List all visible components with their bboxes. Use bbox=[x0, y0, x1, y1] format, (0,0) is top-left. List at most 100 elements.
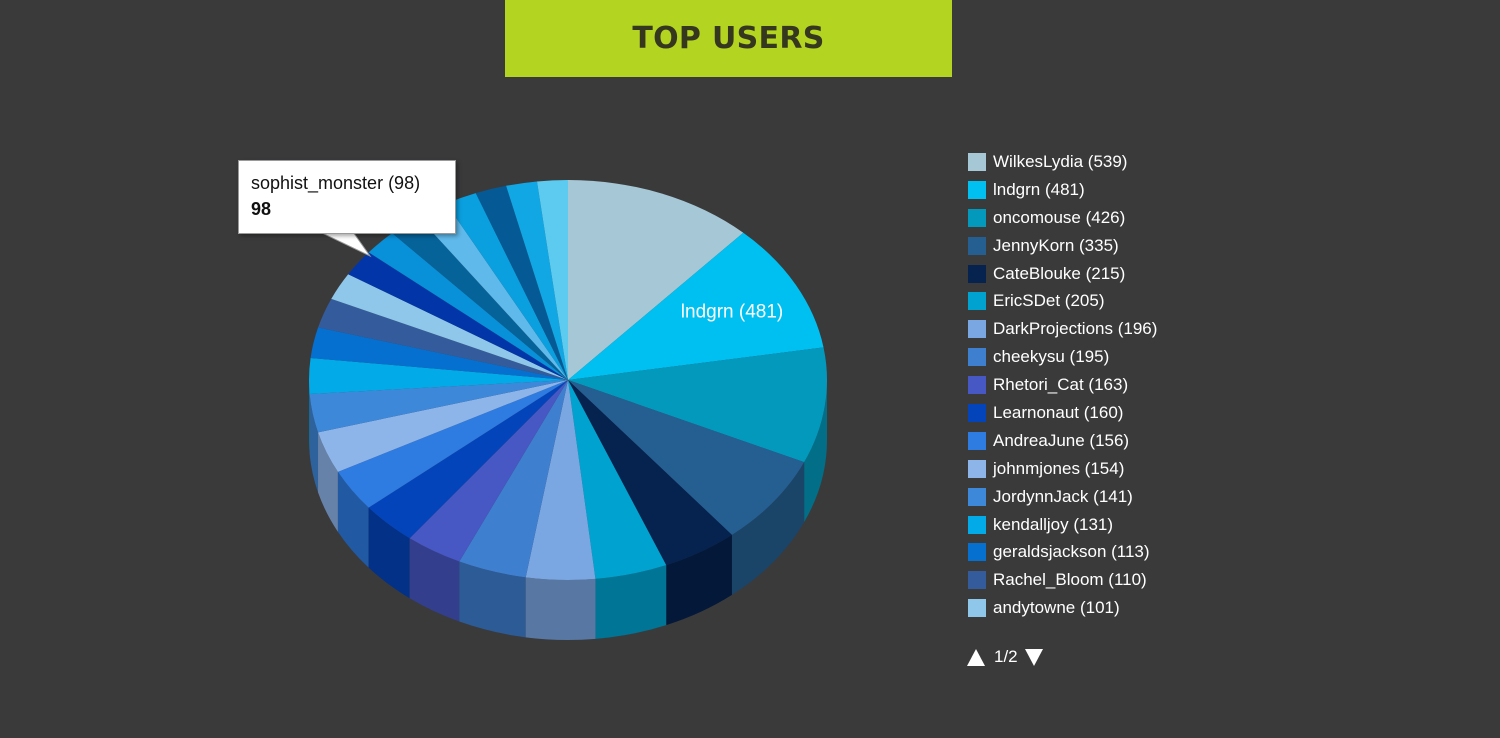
legend-label: lndgrn (481) bbox=[993, 179, 1085, 199]
pie-slice[interactable] bbox=[368, 380, 568, 539]
legend-item[interactable]: Rhetori_Cat (163) bbox=[968, 371, 1157, 399]
chart-tooltip: sophist_monster (98) 98 bbox=[238, 160, 456, 234]
pie-slice[interactable] bbox=[309, 357, 568, 395]
legend-label: CateBlouke (215) bbox=[993, 263, 1126, 283]
pie-slice-side bbox=[368, 507, 410, 599]
legend-label: EricSDet (205) bbox=[993, 291, 1105, 311]
pie-slice-side bbox=[337, 471, 369, 568]
legend-label: Learnonaut (160) bbox=[993, 402, 1124, 422]
legend-page-up-icon[interactable] bbox=[967, 648, 985, 666]
legend-item[interactable]: Rachel_Bloom (110) bbox=[968, 566, 1157, 594]
tooltip-pointer bbox=[320, 232, 372, 258]
pie-slice-side bbox=[309, 394, 319, 493]
pie-slice[interactable] bbox=[318, 380, 568, 472]
legend-page-label: 1/2 bbox=[994, 647, 1018, 666]
legend-swatch bbox=[968, 320, 986, 339]
legend-item[interactable]: Learnonaut (160) bbox=[968, 399, 1157, 427]
pie-slice[interactable] bbox=[568, 347, 827, 463]
pie-slice-side bbox=[804, 380, 827, 523]
pie-slice[interactable] bbox=[409, 380, 568, 562]
pie-data-label: lndgrn (481) bbox=[681, 301, 783, 322]
legend-swatch bbox=[968, 180, 986, 199]
legend-page-down-icon[interactable] bbox=[1024, 648, 1043, 666]
legend-item[interactable]: cheekysu (195) bbox=[968, 343, 1157, 371]
pie-slice[interactable] bbox=[506, 181, 568, 380]
pie-slice[interactable] bbox=[348, 252, 568, 380]
legend-item[interactable]: AndreaJune (156) bbox=[968, 427, 1157, 455]
legend-label: JennyKorn (335) bbox=[993, 235, 1119, 255]
legend-item[interactable]: geraldsjackson (113) bbox=[968, 538, 1157, 566]
chart-legend: WilkesLydia (539) lndgrn (481) oncomouse (… bbox=[968, 148, 1157, 622]
pie-slice[interactable] bbox=[309, 380, 568, 433]
pie-slice[interactable] bbox=[446, 193, 568, 380]
legend-label: kendalljoy (131) bbox=[993, 514, 1114, 534]
pie-slice[interactable] bbox=[525, 380, 596, 580]
chart-title: TOP USERS bbox=[632, 21, 825, 56]
legend-item[interactable]: JennyKorn (335) bbox=[968, 232, 1157, 260]
legend-swatch bbox=[968, 599, 986, 618]
pie-slice-side bbox=[595, 565, 667, 639]
pie-slice[interactable] bbox=[475, 185, 568, 380]
legend-item[interactable]: DarkProjections (196) bbox=[968, 315, 1157, 343]
pie-slice-side bbox=[731, 462, 805, 595]
pie-slice-side bbox=[409, 538, 460, 622]
legend-swatch bbox=[968, 487, 986, 506]
legend-item[interactable]: lndgrn (481) bbox=[968, 176, 1157, 204]
legend-swatch bbox=[968, 264, 986, 283]
title-bar: TOP USERS bbox=[505, 0, 952, 77]
pie-slice-side bbox=[318, 432, 338, 532]
pie-slice-side bbox=[666, 534, 732, 626]
legend-swatch bbox=[968, 431, 986, 450]
pie-slice-side bbox=[459, 561, 526, 638]
pie-slice[interactable] bbox=[368, 233, 568, 380]
pie-slice[interactable] bbox=[331, 274, 568, 380]
legend-swatch bbox=[968, 348, 986, 367]
legend-swatch bbox=[968, 292, 986, 311]
legend-item[interactable]: oncomouse (426) bbox=[968, 204, 1157, 232]
legend-swatch bbox=[968, 515, 986, 534]
legend-label: Rhetori_Cat (163) bbox=[993, 375, 1129, 395]
legend-swatch bbox=[968, 543, 986, 562]
legend-item[interactable]: CateBlouke (215) bbox=[968, 260, 1157, 288]
legend-swatch bbox=[968, 152, 986, 171]
legend-label: Rachel_Bloom (110) bbox=[993, 570, 1147, 590]
pie-slice[interactable] bbox=[536, 180, 568, 380]
pie-slice[interactable] bbox=[568, 380, 805, 535]
legend-label: geraldsjackson (113) bbox=[993, 542, 1150, 562]
pie-slice[interactable] bbox=[310, 327, 568, 380]
legend-swatch bbox=[968, 571, 986, 590]
legend-item[interactable]: JordynnJack (141) bbox=[968, 483, 1157, 511]
legend-label: cheekysu (195) bbox=[993, 347, 1110, 367]
legend-item[interactable]: andytowne (101) bbox=[968, 594, 1157, 622]
pie-slice[interactable] bbox=[318, 298, 568, 380]
legend-item[interactable]: kendalljoy (131) bbox=[968, 511, 1157, 539]
pie-slice[interactable] bbox=[568, 180, 744, 380]
tooltip-title: sophist_monster (98) bbox=[251, 173, 421, 193]
pie-slice[interactable] bbox=[392, 216, 568, 380]
legend-swatch bbox=[968, 459, 986, 478]
pie-slice[interactable] bbox=[418, 203, 568, 380]
legend-label: johnmjones (154) bbox=[993, 458, 1125, 478]
legend-label: oncomouse (426) bbox=[993, 207, 1126, 227]
pie-slice[interactable] bbox=[568, 380, 732, 566]
legend-swatch bbox=[968, 208, 986, 227]
pie-slice-side bbox=[309, 380, 310, 455]
legend-swatch bbox=[968, 236, 986, 255]
legend-item[interactable]: EricSDet (205) bbox=[968, 287, 1157, 315]
pie-slice[interactable] bbox=[568, 232, 824, 380]
legend-label: JordynnJack (141) bbox=[993, 486, 1133, 506]
legend-label: WilkesLydia (539) bbox=[993, 151, 1128, 171]
tooltip-value: 98 bbox=[251, 199, 272, 219]
pie-slice[interactable] bbox=[568, 380, 667, 579]
pie-slice[interactable] bbox=[459, 380, 568, 578]
pie-slice[interactable] bbox=[337, 380, 568, 508]
legend-item[interactable]: WilkesLydia (539) bbox=[968, 148, 1157, 176]
legend-item[interactable]: johnmjones (154) bbox=[968, 455, 1157, 483]
pie-slice-side bbox=[525, 577, 596, 640]
legend-swatch bbox=[968, 376, 986, 395]
legend-label: AndreaJune (156) bbox=[993, 430, 1130, 450]
legend-label: andytowne (101) bbox=[993, 598, 1120, 618]
legend-pager: 1/2 bbox=[967, 647, 1043, 667]
legend-label: DarkProjections (196) bbox=[993, 319, 1158, 339]
